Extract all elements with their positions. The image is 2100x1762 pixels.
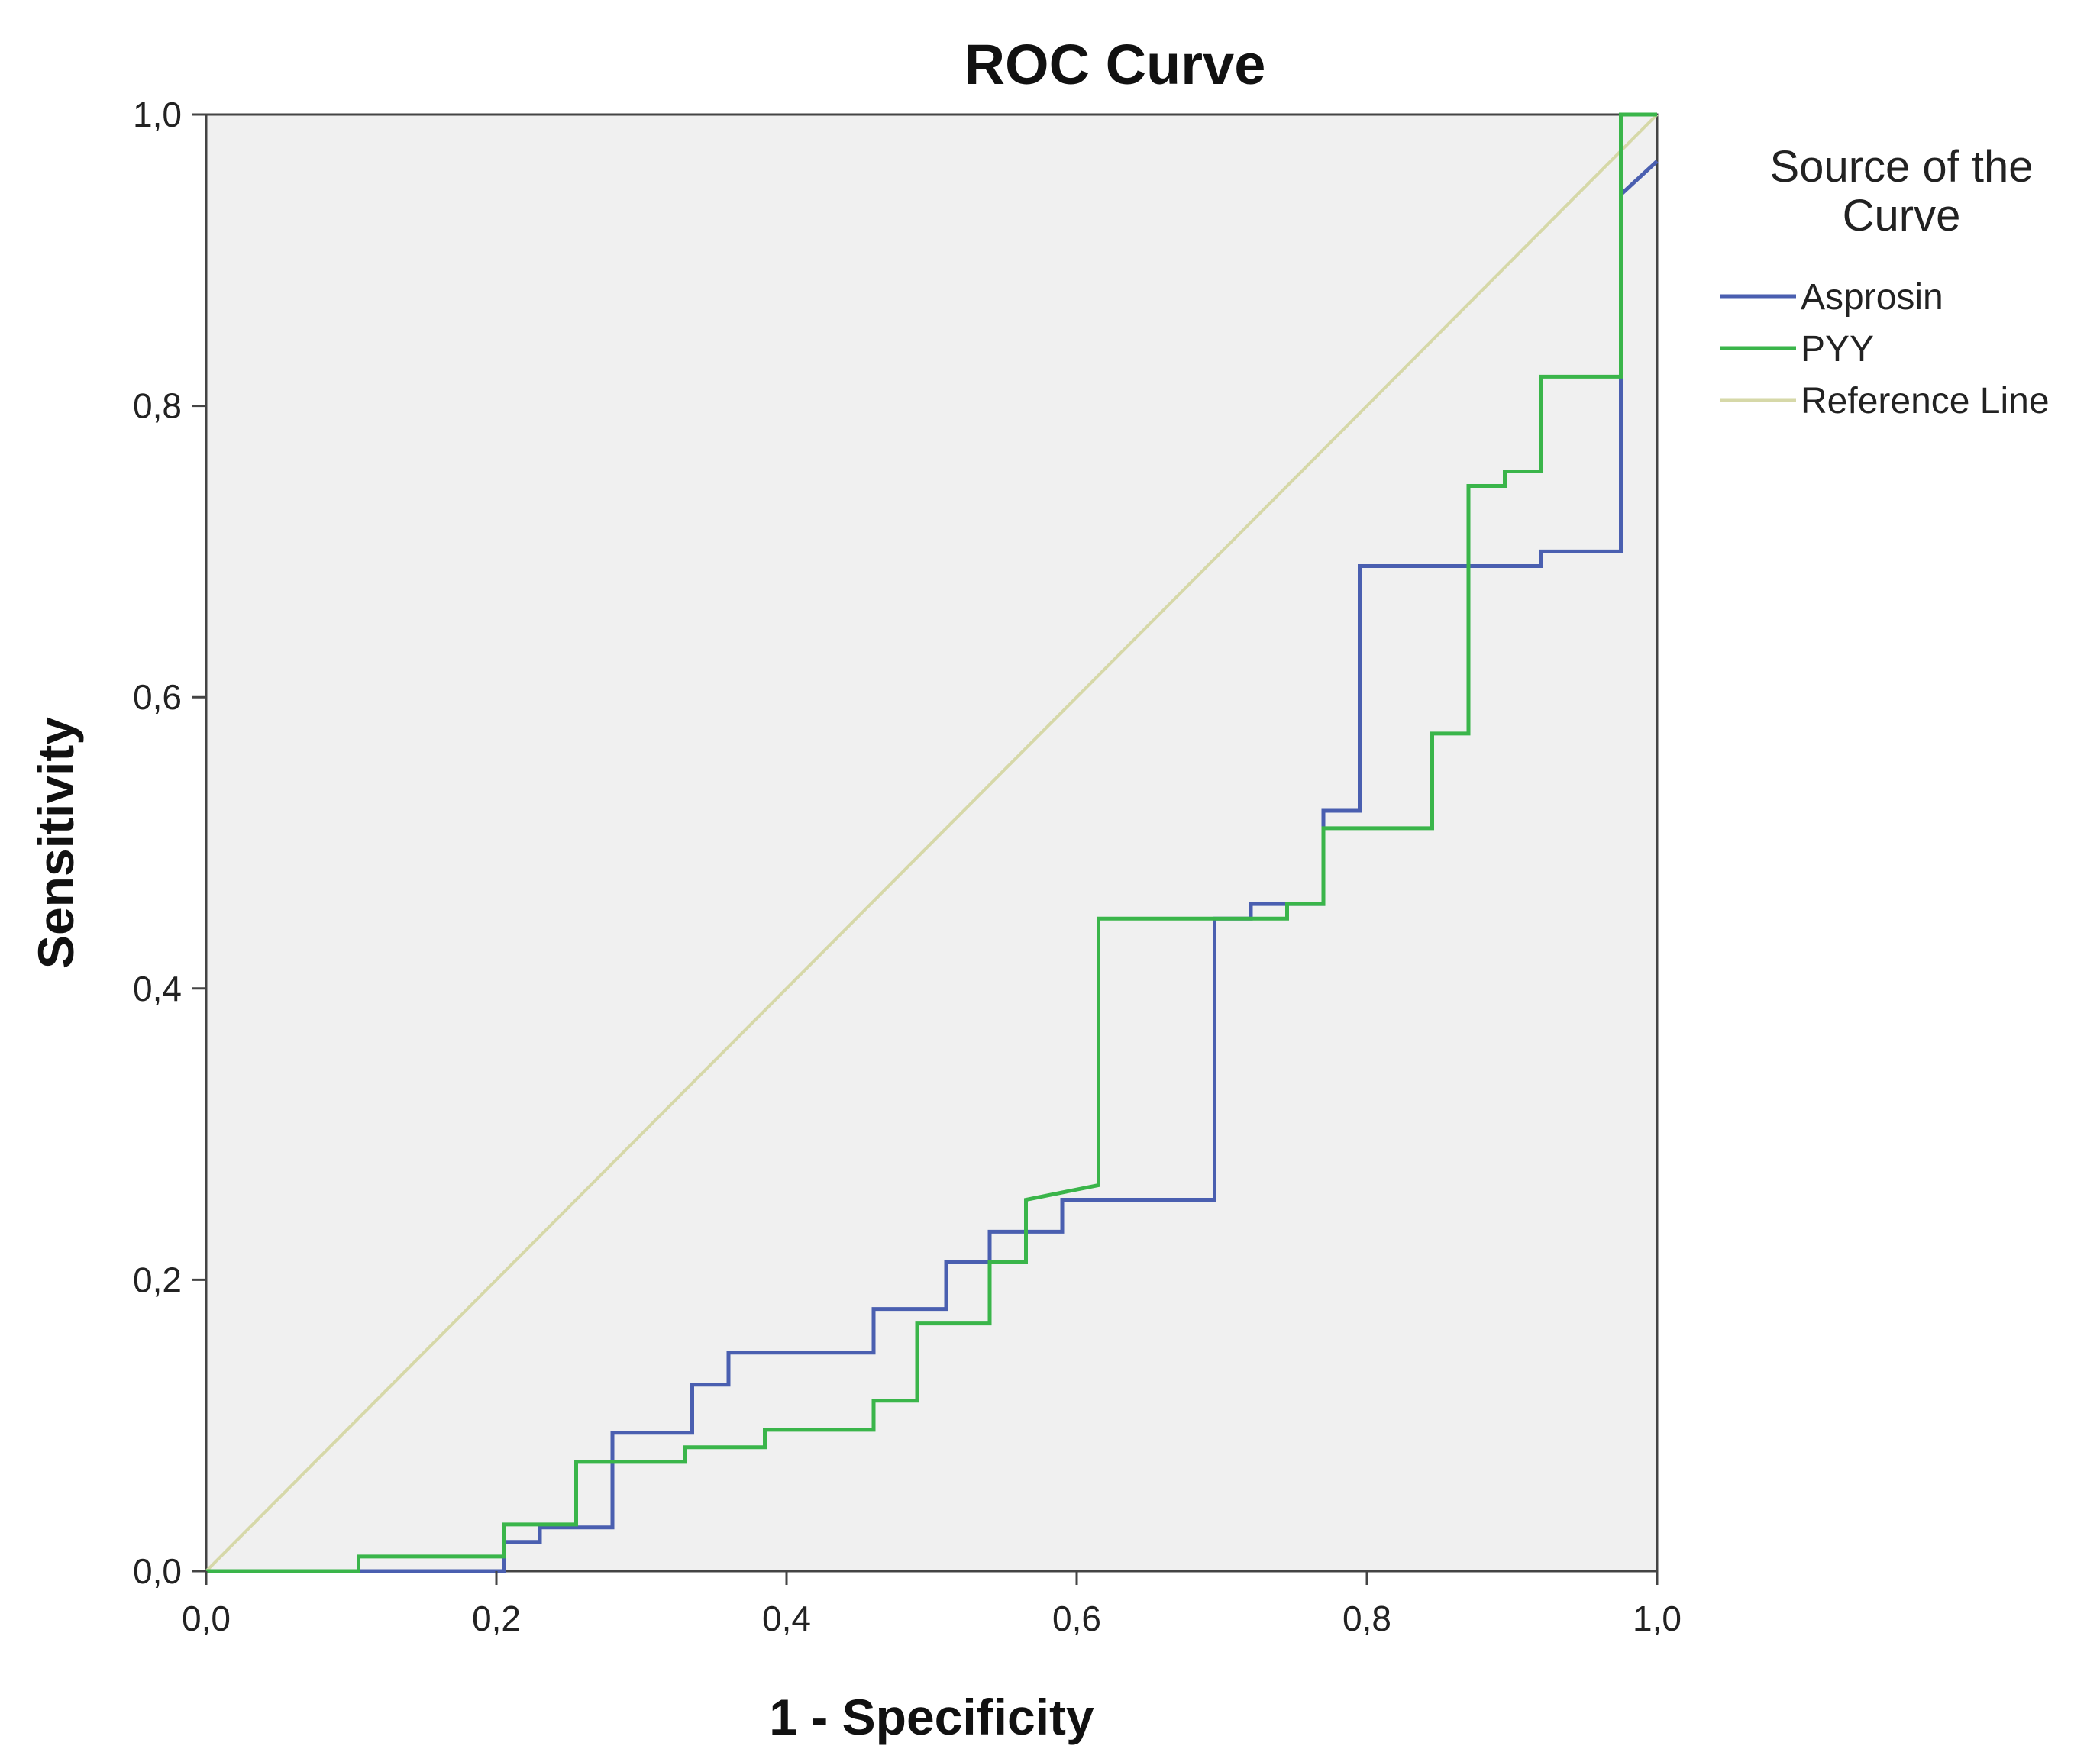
- x-tick-label: 1,0: [1633, 1599, 1682, 1638]
- series-line-pyy: [206, 112, 1657, 1573]
- legend-label: Asprosin: [1801, 277, 1943, 318]
- y-tick-label: 0,0: [133, 1551, 182, 1591]
- series-layer: [206, 112, 1659, 1573]
- legend-title-line-1: Source of the: [1770, 142, 2034, 192]
- x-tick-label: 0,6: [1052, 1599, 1101, 1638]
- legend-title-line-2: Curve: [1843, 191, 1961, 240]
- y-axis-label: Sensitivity: [27, 717, 84, 969]
- series-line-reference-line: [205, 113, 1659, 1573]
- y-tick-label: 0,6: [133, 677, 182, 717]
- series-line-asprosin: [206, 160, 1659, 1573]
- y-tick-label: 0,4: [133, 969, 182, 1008]
- reference-line-layer: [205, 113, 1659, 1573]
- x-tick-label: 0,8: [1342, 1599, 1391, 1638]
- x-axis-label: 1 - Specificity: [769, 1689, 1094, 1745]
- legend-label: PYY: [1801, 329, 1874, 370]
- legend-label: Reference Line: [1801, 381, 2050, 421]
- x-tick-label: 0,0: [182, 1599, 231, 1638]
- axes: 0,0 0,2 0,4 0,6 0,8 1,0 0,0 0,2 0,4 0,6 0,8 1,0: [133, 95, 1682, 1638]
- y-tick-label: 1,0: [133, 95, 182, 134]
- legend: Source of the Curve Asprosin PYY Reference…: [1720, 142, 2050, 421]
- chart-title: ROC Curve: [964, 33, 1266, 96]
- x-tick-label: 0,4: [762, 1599, 811, 1638]
- x-tick-label: 0,2: [472, 1599, 521, 1638]
- y-tick-label: 0,2: [133, 1260, 182, 1299]
- y-tick-label: 0,8: [133, 386, 182, 426]
